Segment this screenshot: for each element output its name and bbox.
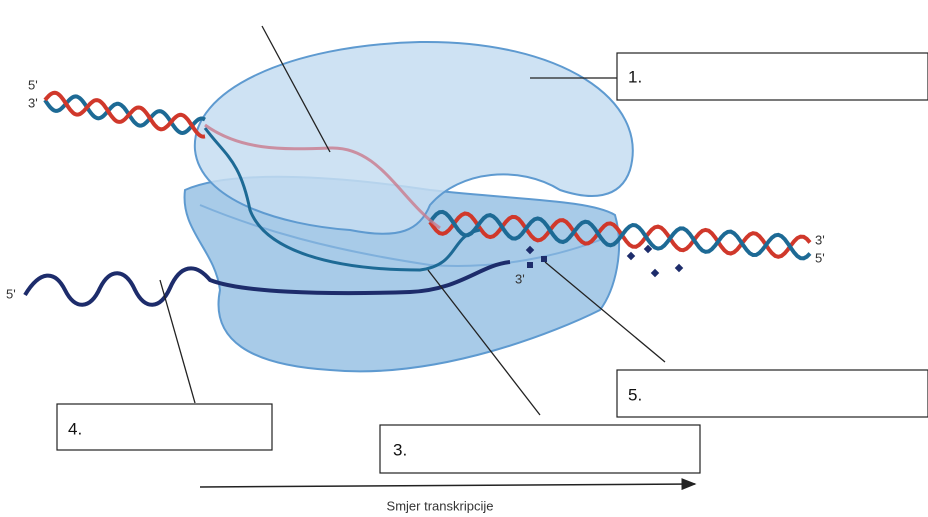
polymerase-upper: [193, 40, 634, 235]
label-text: 5.: [628, 385, 642, 404]
label-text: 4.: [68, 419, 82, 438]
pointer: [261, 25, 331, 153]
dna-strand: [428, 209, 812, 261]
label-text: 3.: [393, 440, 407, 459]
end-label: 5': [28, 77, 38, 92]
dna: [43, 90, 812, 261]
end-label: 5': [815, 250, 825, 265]
dna-strand: [43, 94, 206, 136]
polymerase-channel: [199, 204, 601, 267]
label-box: [56, 403, 273, 451]
label-text: 1.: [628, 67, 642, 86]
end-label: 3': [815, 232, 825, 247]
end-label: 3': [28, 95, 38, 110]
pointer: [159, 279, 196, 404]
arrow-label: Smjer transkripcije: [387, 498, 494, 513]
label-box: [379, 424, 701, 474]
nontemplate-strand: [204, 123, 441, 230]
pointer: [427, 269, 541, 416]
end-label: 3': [515, 271, 525, 286]
dna-strand: [43, 90, 206, 139]
rna-strand: [23, 260, 511, 307]
end-label: 5': [6, 286, 16, 301]
pointer: [544, 261, 666, 363]
template-strand: [203, 127, 481, 272]
label-box: [616, 369, 928, 418]
dna-strand: [428, 211, 812, 259]
label-box: [616, 52, 928, 101]
direction-arrow: [199, 478, 697, 491]
